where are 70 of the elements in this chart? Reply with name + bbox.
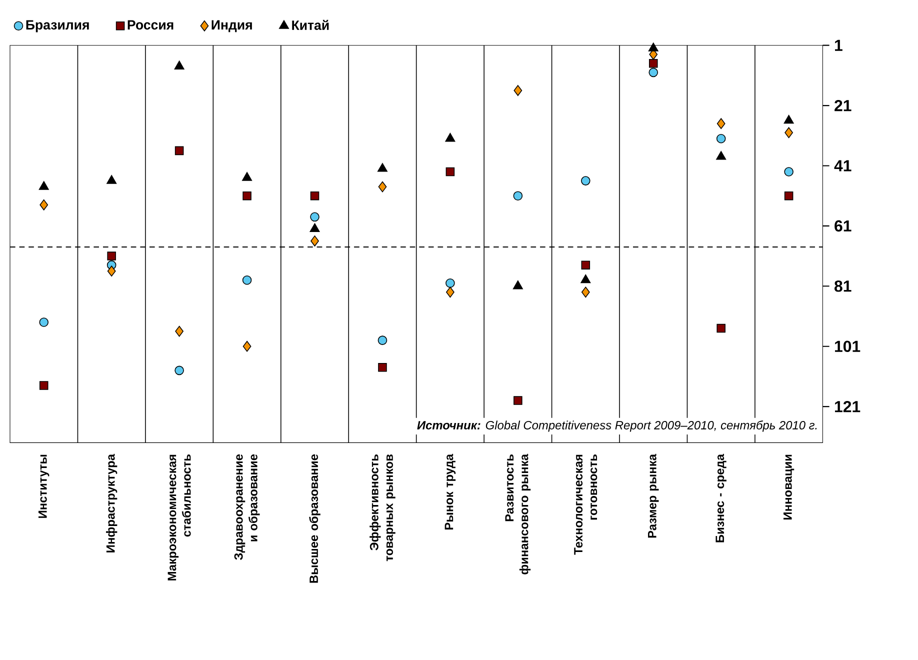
y-tick-label: 41 bbox=[834, 160, 852, 172]
point bbox=[175, 326, 184, 337]
y-tick-label: 1 bbox=[835, 40, 842, 51]
point bbox=[310, 236, 319, 246]
point bbox=[580, 176, 590, 186]
point bbox=[378, 336, 388, 345]
point bbox=[581, 286, 590, 298]
point bbox=[174, 60, 184, 70]
point bbox=[784, 127, 793, 138]
legend-label: Россия bbox=[128, 20, 174, 30]
point bbox=[784, 167, 794, 176]
legend-label: Бразилия bbox=[26, 20, 89, 32]
y-tick-label: 101 bbox=[835, 340, 860, 352]
point bbox=[242, 191, 252, 200]
point bbox=[378, 363, 387, 372]
point bbox=[581, 260, 590, 270]
x-tick-label: Инновации bbox=[784, 454, 794, 520]
point bbox=[310, 212, 320, 222]
point bbox=[242, 275, 252, 285]
point bbox=[446, 286, 454, 298]
point bbox=[716, 134, 726, 144]
point bbox=[310, 223, 320, 232]
x-tick-label: Рынок труда bbox=[444, 454, 456, 530]
y-tick-label: 61 bbox=[834, 220, 852, 232]
point bbox=[107, 252, 116, 260]
x-tick-label: Макроэкономическая стабильность bbox=[168, 454, 191, 580]
point bbox=[40, 199, 48, 210]
point bbox=[514, 396, 522, 405]
legend-label: Индия bbox=[212, 20, 252, 32]
x-tick-label: Эффективность товарных рынков bbox=[370, 454, 396, 562]
point bbox=[784, 114, 794, 124]
point bbox=[107, 266, 116, 277]
point bbox=[39, 381, 48, 390]
x-tick-label: Размер рынка bbox=[648, 454, 659, 538]
point bbox=[174, 366, 184, 376]
y-tick-label: 121 bbox=[835, 400, 860, 412]
point bbox=[445, 132, 456, 142]
point bbox=[514, 85, 522, 96]
point bbox=[446, 278, 455, 288]
point bbox=[38, 181, 49, 190]
point bbox=[648, 42, 658, 52]
y-tick-label: 81 bbox=[834, 280, 852, 292]
x-tick-label: Высшее образование bbox=[309, 454, 320, 583]
y-tick-label: 21 bbox=[834, 100, 852, 112]
x-tick-label: Развитость финансового рынка bbox=[505, 454, 531, 574]
point bbox=[716, 118, 726, 130]
x-tick-label: Технологическая готовность bbox=[574, 454, 598, 555]
point bbox=[310, 191, 320, 200]
point bbox=[174, 146, 184, 156]
x-tick-label: Бизнес - среда bbox=[716, 454, 726, 542]
point bbox=[784, 191, 794, 200]
point bbox=[377, 163, 388, 172]
legend-label: Китай bbox=[292, 20, 329, 30]
point bbox=[716, 324, 726, 333]
point bbox=[378, 181, 387, 192]
annotation: Источник: Global Competitiveness Report 2009–2010, сентябрь 2010 г. bbox=[417, 420, 817, 432]
point bbox=[39, 318, 49, 327]
point bbox=[648, 59, 658, 68]
point bbox=[446, 167, 455, 176]
point bbox=[648, 68, 658, 78]
point bbox=[106, 175, 117, 184]
point bbox=[716, 150, 726, 160]
x-tick-label: Инфраструктура bbox=[106, 454, 118, 552]
x-tick-label: Здравоохранение и образование bbox=[234, 454, 260, 560]
point bbox=[513, 191, 523, 200]
x-tick-label: Институты bbox=[38, 454, 50, 518]
point bbox=[242, 340, 252, 352]
point bbox=[580, 274, 591, 284]
point bbox=[242, 172, 252, 181]
point bbox=[512, 280, 523, 290]
